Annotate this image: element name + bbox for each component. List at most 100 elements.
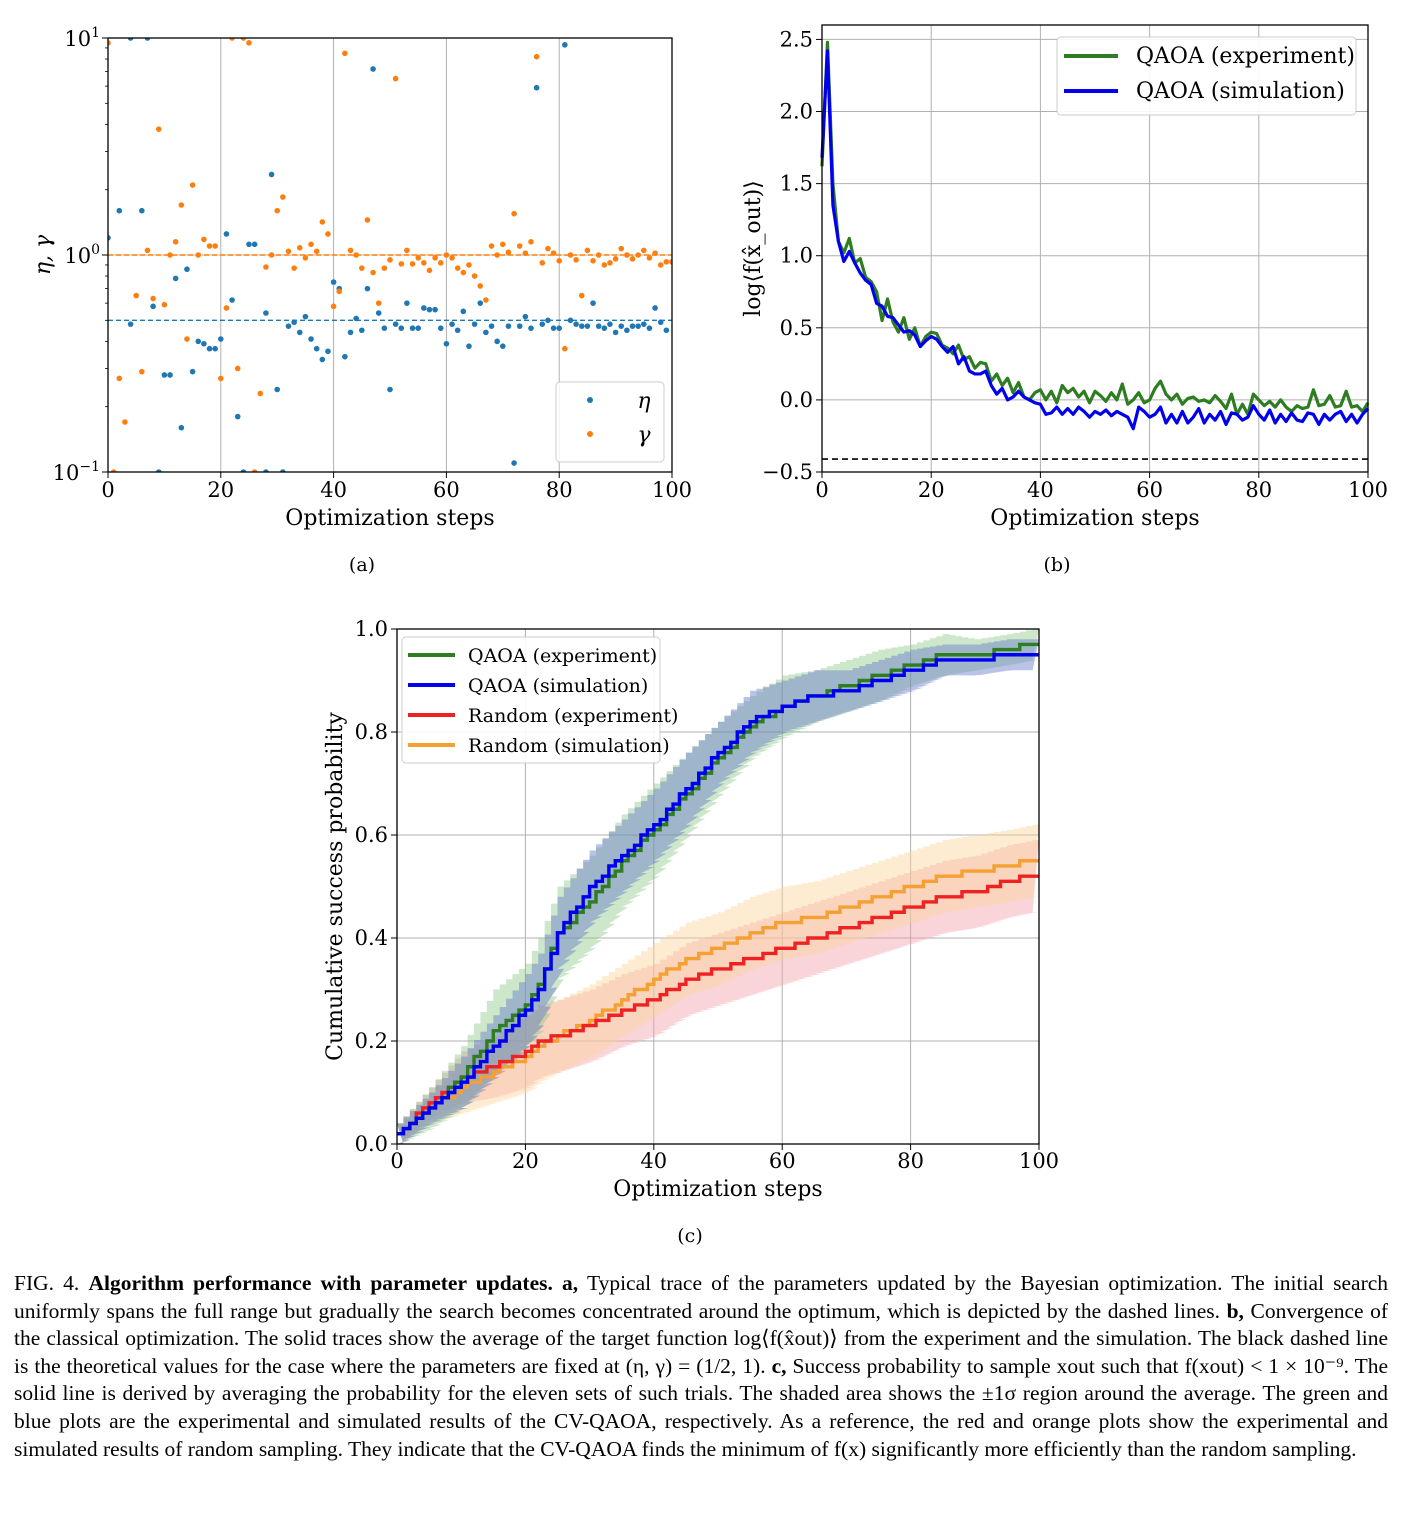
caption-part-c-text: Success probability to sample xout such … xyxy=(14,1353,1389,1461)
data-point-gamma xyxy=(336,288,343,295)
data-point-gamma xyxy=(562,345,568,352)
legend-box xyxy=(1056,36,1357,116)
caption-part-b-label: b, xyxy=(1226,1298,1244,1323)
x-tick-label: 80 xyxy=(897,1149,924,1173)
data-point-eta xyxy=(505,323,512,329)
data-point-eta xyxy=(268,171,275,178)
data-point-eta xyxy=(550,325,557,331)
data-point-eta xyxy=(195,338,202,345)
data-point-gamma xyxy=(195,252,202,258)
data-point-gamma xyxy=(116,375,123,382)
data-point-gamma xyxy=(404,247,410,254)
data-point-eta xyxy=(612,329,619,336)
legend-label: QAOA (experiment) xyxy=(468,645,657,667)
data-point-eta xyxy=(167,372,173,378)
data-point-gamma xyxy=(567,252,574,258)
panel-label: (c) xyxy=(677,1225,702,1247)
data-point-gamma xyxy=(528,239,534,245)
data-point-eta xyxy=(387,386,393,393)
data-point-gamma xyxy=(375,300,382,306)
x-tick-label: 60 xyxy=(433,478,460,502)
legend-marker xyxy=(587,397,593,403)
data-point-gamma xyxy=(206,243,213,249)
data-point-gamma xyxy=(516,243,523,249)
data-point-gamma xyxy=(167,252,173,258)
data-point-eta xyxy=(263,469,269,472)
y-tick-label: 0.6 xyxy=(355,823,388,847)
data-point-eta xyxy=(483,329,489,336)
x-tick-label: 0 xyxy=(101,478,114,502)
data-point-eta xyxy=(618,323,625,329)
scatter-points xyxy=(108,38,672,472)
data-point-gamma xyxy=(212,243,218,249)
data-point-gamma xyxy=(257,390,264,397)
data-point-eta xyxy=(522,313,529,320)
y-tick-label: 2.5 xyxy=(780,27,813,51)
y-tick-label: 0.5 xyxy=(780,316,813,340)
legend: QAOA (experiment) QAOA (simulation) xyxy=(1056,36,1357,116)
data-point-eta xyxy=(108,235,111,241)
data-point-eta xyxy=(590,300,596,306)
data-point-eta xyxy=(155,469,162,472)
data-point-eta xyxy=(201,340,207,347)
y-axis-label: log⟨f(x̂_out)⟩ xyxy=(741,180,766,317)
data-point-gamma xyxy=(657,262,664,268)
data-point-gamma xyxy=(280,194,286,200)
data-point-eta xyxy=(443,340,450,347)
data-point-eta xyxy=(635,323,641,329)
data-point-eta xyxy=(325,348,331,355)
data-point-eta xyxy=(533,84,540,91)
data-point-gamma xyxy=(308,241,314,248)
data-point-gamma xyxy=(110,469,117,472)
data-point-gamma xyxy=(454,265,461,271)
data-point-eta xyxy=(449,321,455,327)
data-point-gamma xyxy=(663,259,670,265)
y-tick-label: 0.2 xyxy=(355,1029,388,1053)
data-point-eta xyxy=(545,317,551,324)
data-point-gamma xyxy=(161,301,168,308)
data-point-eta xyxy=(556,325,562,331)
data-point-eta xyxy=(144,38,151,41)
legend: ηγ xyxy=(555,381,665,463)
data-point-eta xyxy=(274,386,281,393)
data-point-eta xyxy=(511,460,517,466)
data-point-gamma xyxy=(595,252,602,258)
data-point-gamma xyxy=(471,273,478,279)
data-point-gamma xyxy=(437,260,444,266)
sigma-band-random-simulation xyxy=(397,824,1039,1144)
data-point-eta xyxy=(127,321,134,327)
data-point-eta xyxy=(607,321,613,327)
data-point-eta xyxy=(280,469,286,472)
data-point-eta xyxy=(139,207,145,214)
data-point-eta xyxy=(454,327,461,334)
data-point-gamma xyxy=(573,257,579,263)
data-point-eta xyxy=(342,353,348,360)
data-point-eta xyxy=(562,42,568,48)
data-point-gamma xyxy=(500,241,506,248)
data-point-gamma xyxy=(184,336,190,342)
y-axis-label: η, γ xyxy=(31,234,56,275)
data-point-eta xyxy=(657,319,664,326)
data-point-gamma xyxy=(223,305,230,311)
panel-label: (a) xyxy=(349,554,375,576)
data-point-gamma xyxy=(494,252,500,258)
x-axis-label: Optimization steps xyxy=(990,506,1199,531)
y-tick-label: 10−1 xyxy=(53,459,100,485)
data-point-eta xyxy=(212,345,218,352)
data-point-eta xyxy=(206,345,213,352)
data-point-gamma xyxy=(285,248,292,255)
y-tick-label: 0.8 xyxy=(355,720,388,744)
x-tick-label: 60 xyxy=(769,1149,796,1173)
data-point-eta xyxy=(308,336,314,342)
x-tick-label: 80 xyxy=(546,478,573,502)
y-tick-label: −0.5 xyxy=(762,460,813,484)
series-line-qaoa-simulation xyxy=(820,49,1370,431)
data-point-eta xyxy=(460,308,467,315)
data-point-eta xyxy=(330,279,337,285)
data-point-gamma xyxy=(522,250,529,256)
data-point-gamma xyxy=(381,265,388,271)
data-point-gamma xyxy=(641,247,647,254)
data-point-eta xyxy=(218,336,224,342)
y-tick-label: 0.0 xyxy=(780,388,813,412)
data-point-eta xyxy=(364,285,371,292)
